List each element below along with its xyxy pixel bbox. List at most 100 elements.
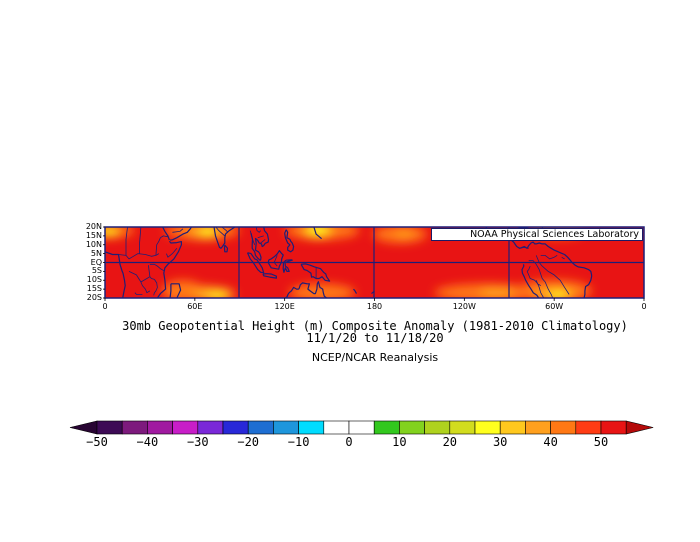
lat-label: 20S: [86, 293, 102, 302]
colorbar-cell: [449, 420, 476, 435]
country-border: [535, 280, 545, 298]
anomaly-patches: [105, 227, 592, 298]
coastline: [262, 273, 277, 279]
colorbar-label: −30: [186, 435, 209, 449]
anomaly-patch: [310, 227, 326, 236]
colorbar-cell: [96, 420, 123, 435]
country-border: [273, 255, 278, 267]
colorbar-cell: [550, 420, 577, 435]
lon-label: 120E: [274, 302, 295, 311]
country-border: [148, 265, 155, 280]
country-border: [118, 227, 128, 256]
lon-label: 60E: [187, 302, 203, 311]
lon-label: 0: [641, 302, 647, 311]
country-border: [149, 263, 165, 272]
country-border: [153, 279, 158, 296]
colorbar-cell: [399, 420, 425, 435]
coastline: [105, 251, 126, 298]
country-border: [255, 227, 261, 233]
anomaly-patch: [289, 283, 356, 298]
colorbar-cell: [273, 420, 299, 435]
colorbar-label: −10: [287, 435, 310, 449]
lat-label: EQ: [90, 257, 102, 267]
country-border: [257, 235, 264, 239]
coastline: [170, 283, 182, 298]
coastline: [156, 240, 182, 298]
colorbar-label: 0: [345, 435, 353, 449]
colorbar-label: 50: [593, 435, 609, 449]
coastline: [223, 244, 229, 253]
colorbar-label: 40: [543, 435, 558, 449]
coastline: [162, 227, 170, 241]
colorbar-left-arrow: [69, 420, 98, 435]
colorbar-cell: [424, 420, 451, 435]
lat-label: 10N: [85, 239, 102, 249]
colorbar-cell: [474, 420, 501, 435]
lon-label: 0: [102, 302, 108, 311]
coastline: [521, 264, 540, 298]
colorbar-label: 10: [392, 435, 407, 449]
lat-label: 10S: [86, 275, 102, 285]
colorbar-cell: [323, 420, 350, 435]
country-border: [160, 235, 168, 239]
colorbar-cell: [172, 420, 199, 435]
colorbar-cell: [348, 420, 375, 435]
lon-label: 120W: [452, 302, 476, 311]
country-border: [172, 228, 184, 233]
anomaly-patch: [395, 230, 414, 238]
country-border: [260, 239, 266, 244]
coastline: [313, 227, 322, 240]
colorbar-label: −50: [86, 435, 108, 449]
coastline: [284, 286, 299, 298]
coastline: [250, 227, 270, 261]
colorbar-cell: [147, 420, 173, 435]
credit-label: NOAA Physical Sciences Laboratory: [431, 228, 643, 241]
country-border: [561, 256, 565, 260]
coastline: [353, 288, 358, 294]
anomaly-patch: [105, 228, 119, 236]
lon-ticks: [104, 298, 645, 301]
colorbar-cell: [121, 420, 148, 435]
colorbar-cell: [600, 420, 627, 435]
lat-label: 5S: [91, 266, 102, 276]
colorbar: [69, 420, 654, 435]
colorbar-cell: [222, 420, 249, 435]
colorbar-right-arrow: [625, 420, 654, 435]
country-border: [249, 230, 256, 245]
colorbar-cell: [298, 420, 325, 435]
coastline: [213, 227, 236, 249]
country-border: [134, 292, 143, 295]
lat-label: 15S: [86, 284, 102, 294]
coastline: [170, 227, 194, 241]
country-border: [155, 237, 161, 256]
lat-label: 15N: [85, 230, 102, 240]
country-border: [125, 253, 160, 260]
country-border: [215, 227, 226, 237]
colorbar-label: 30: [492, 435, 508, 449]
country-border: [140, 281, 151, 294]
colorbar-cell: [247, 420, 274, 435]
anomaly-patch: [202, 228, 215, 236]
country-border: [166, 248, 178, 258]
anomaly-patch: [479, 287, 516, 298]
country-border: [221, 227, 229, 233]
coastline: [300, 263, 331, 282]
country-border: [519, 246, 529, 249]
coastline: [284, 229, 295, 253]
coastline: [267, 250, 284, 270]
colorbar-cell: [575, 420, 602, 435]
lon-label: 60W: [545, 302, 564, 311]
lat-label: 20N: [85, 222, 102, 231]
country-border: [138, 227, 142, 254]
coastline: [298, 281, 327, 298]
coastline: [282, 259, 293, 273]
figure-dates: 11/1/20 to 11/18/20: [306, 331, 444, 345]
colorbar-cell: [525, 420, 551, 435]
colorbar-label: 20: [442, 435, 458, 449]
lon-label: 180: [366, 302, 383, 311]
colorbar-cell: [197, 420, 224, 435]
figure-source: NCEP/NCAR Reanalysis: [311, 351, 439, 364]
colorbar-cell: [499, 420, 526, 435]
colorbar-label: −20: [237, 435, 260, 449]
